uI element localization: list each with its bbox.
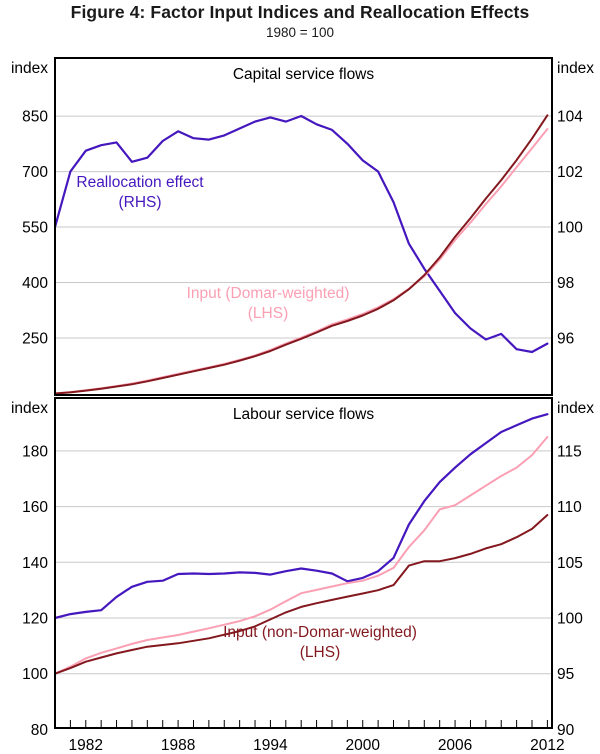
panel-title: Capital service flows (233, 66, 375, 83)
series-reallocation-effect-rhs (53, 114, 549, 354)
left-tick-label: 250 (22, 331, 48, 348)
panel-border (54, 57, 553, 396)
x-tick-label: 2006 (438, 737, 472, 754)
panel-capital: 850 700 550 400 250 104 102 100 98 96 index index Ca… (11, 57, 594, 396)
annotation-realloc-label: Reallocation effect (76, 174, 204, 191)
right-tick-label: 96 (557, 331, 574, 348)
right-tick-label: 90 (557, 722, 575, 739)
right-tick-label: 104 (557, 109, 583, 126)
right-axis-unit-label: index (557, 60, 594, 77)
series-input-non-domar-weighted-lhs (54, 514, 549, 675)
left-tick-label: 160 (22, 499, 48, 516)
right-tick-label: 98 (557, 275, 574, 292)
right-tick-label: 115 (557, 443, 582, 460)
right-tick-label: 100 (557, 611, 583, 628)
panel-labour: 1982 1988 1994 2000 2006 2012 180 160 140 120 100 8… (11, 397, 594, 754)
x-tick-label: 1988 (161, 737, 195, 754)
left-tick-label: 400 (22, 275, 48, 292)
left-tick-label: 80 (31, 722, 49, 739)
left-axis-unit-label: index (11, 400, 48, 417)
annotation-nondomar-label: Input (non-Domar-weighted) (223, 624, 417, 641)
left-tick-label: 700 (22, 164, 48, 181)
series-input-domar-weighted-lhs (54, 436, 549, 675)
x-tick-label: 1982 (69, 737, 103, 754)
left-tick-label: 180 (22, 443, 48, 460)
left-axis-unit-label: index (11, 60, 48, 77)
right-tick-label: 110 (557, 499, 582, 516)
panel-border (54, 397, 553, 729)
panel-title: Labour service flows (233, 406, 375, 423)
right-tick-label: 100 (557, 220, 583, 237)
right-axis-unit-label: index (557, 400, 594, 417)
x-tick-label: 2012 (530, 737, 564, 754)
figure-subtitle: 1980 = 100 (266, 25, 334, 40)
figure-title: Figure 4: Factor Input Indices and Reall… (70, 2, 530, 22)
left-tick-label: 140 (22, 555, 48, 572)
series-input-domar-weighted-lhs (54, 128, 549, 395)
left-tick-label: 120 (22, 611, 48, 628)
left-tick-label: 100 (22, 666, 48, 683)
right-tick-label: 102 (557, 164, 583, 181)
series-input-non-domar-weighted-lhs (54, 114, 549, 395)
annotation-domar-label: Input (Domar-weighted) (187, 285, 350, 302)
right-tick-label: 105 (557, 555, 583, 572)
left-tick-label: 850 (22, 109, 48, 126)
right-tick-label: 95 (557, 666, 574, 683)
annotation-domar-axis-note: (LHS) (248, 305, 288, 322)
left-tick-label: 550 (22, 220, 48, 237)
series-reallocation-effect-rhs (53, 413, 549, 620)
x-tick-label: 1994 (253, 737, 288, 754)
x-tick-label: 2000 (345, 737, 380, 754)
annotation-realloc-axis-note: (RHS) (118, 194, 161, 211)
annotation-nondomar-axis-note: (LHS) (300, 644, 340, 661)
